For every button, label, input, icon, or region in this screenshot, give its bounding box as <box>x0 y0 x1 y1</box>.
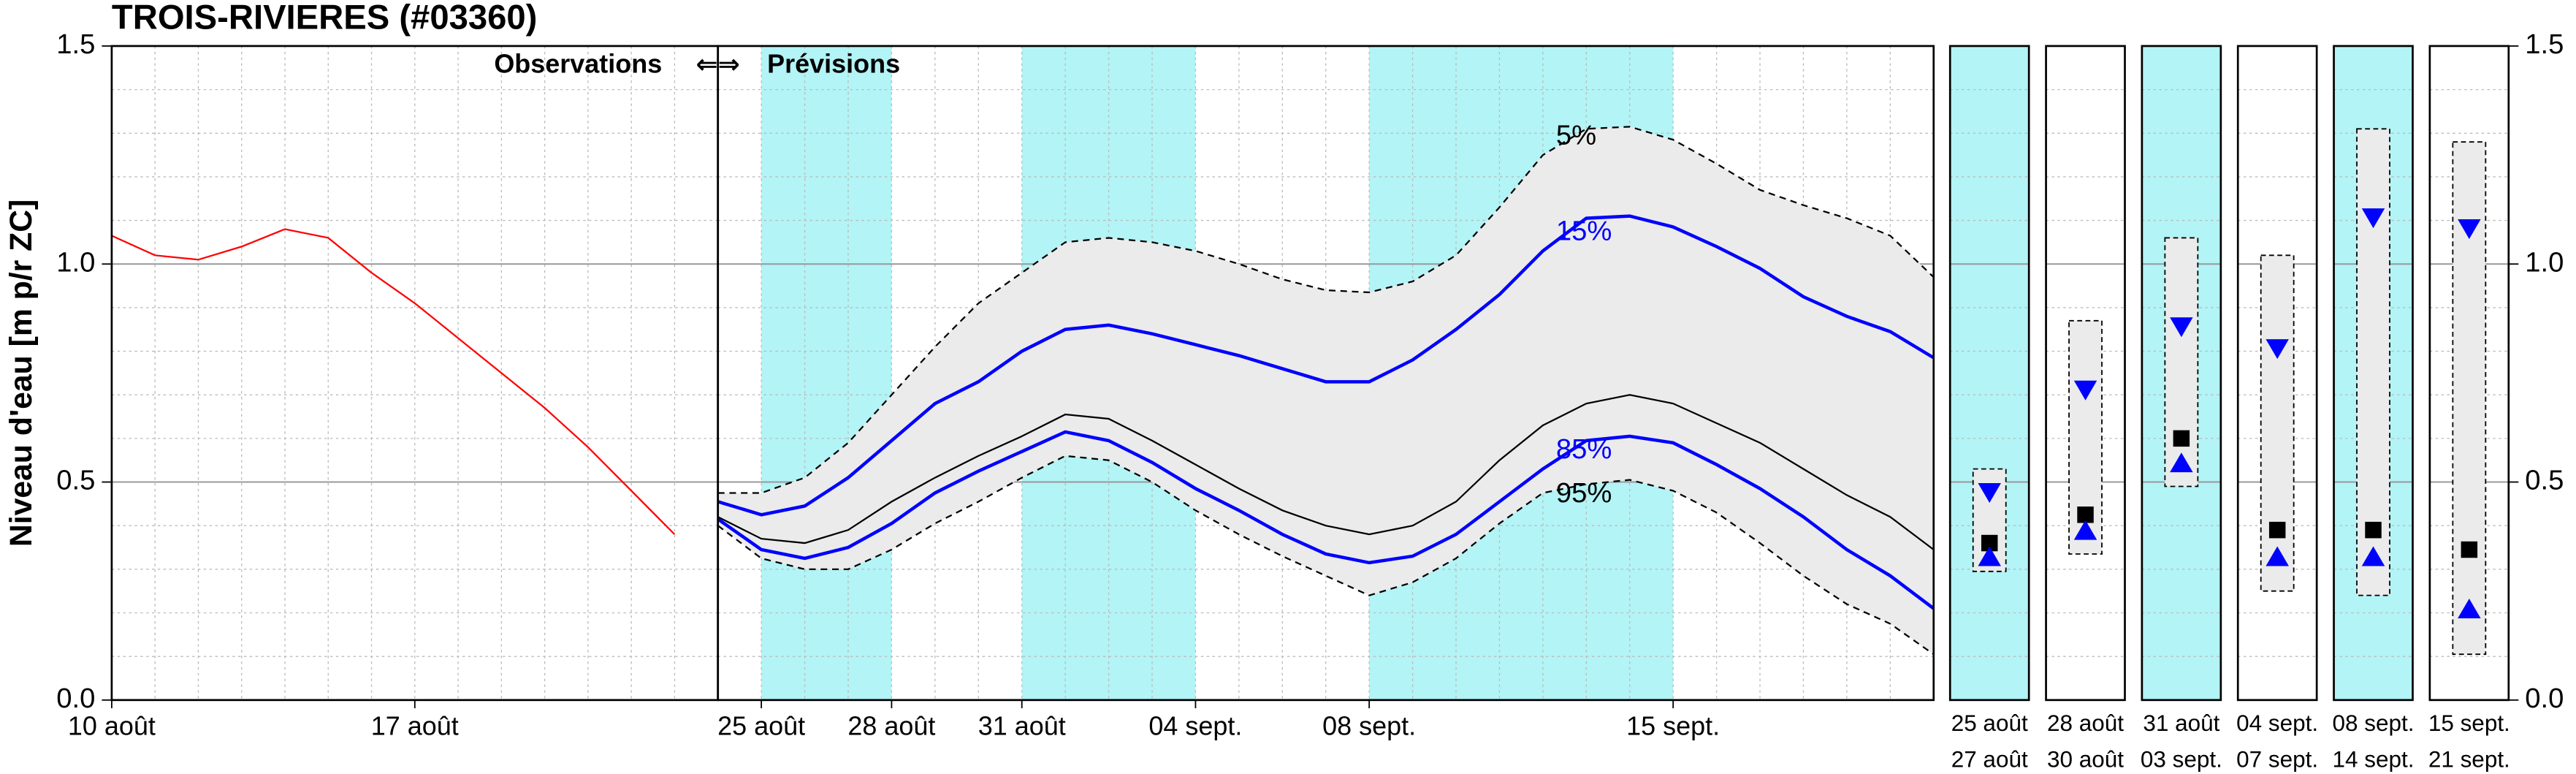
panel-frame <box>717 45 1935 702</box>
period-end: 14 sept. <box>2333 746 2415 772</box>
weekly-median <box>2268 521 2286 539</box>
weekly-range <box>2164 237 2199 487</box>
y-tick-label: 1.0 <box>2525 246 2564 278</box>
weekly-median <box>2173 430 2190 447</box>
series-line <box>111 228 676 535</box>
triangle-up <box>2073 520 2097 540</box>
triangle-down <box>2073 380 2097 401</box>
chart-title: TROIS-RIVIERES (#03360) <box>112 0 537 37</box>
series-label: 85% <box>1556 433 1612 465</box>
triangle-down <box>2266 339 2289 360</box>
triangle-down <box>2361 208 2385 229</box>
x-tick-label: 28 août <box>847 711 935 741</box>
panel-frame <box>2045 45 2126 702</box>
panel-frame <box>2428 45 2510 702</box>
series-line <box>717 430 1935 610</box>
weekly-median <box>2077 506 2094 523</box>
period-end: 21 sept. <box>2428 746 2510 772</box>
triangle-up <box>2361 546 2385 566</box>
weekly-range <box>2452 141 2487 656</box>
triangle-up <box>2170 452 2193 473</box>
weekly-median <box>2461 541 2478 558</box>
period-start: 04 sept. <box>2236 710 2318 736</box>
x-tick-label: 17 août <box>371 711 459 741</box>
triangle-down <box>1978 482 2001 503</box>
series-line <box>717 126 1935 494</box>
x-tick-label: 10 août <box>68 711 156 741</box>
x-tick-label: 31 août <box>978 711 1066 741</box>
series-line <box>717 455 1935 656</box>
panel-frame <box>2141 45 2222 702</box>
y-tick-label: 0.5 <box>56 465 95 496</box>
period-start: 31 août <box>2143 710 2219 736</box>
panel-frame <box>2333 45 2414 702</box>
x-tick-label: 04 sept. <box>1148 711 1242 741</box>
period-start: 15 sept. <box>2428 710 2510 736</box>
y-tick-label: 0.5 <box>2525 465 2564 496</box>
weekly-median <box>2365 521 2382 539</box>
triangle-down <box>2458 219 2481 240</box>
y-tick-label: 0.0 <box>2525 683 2564 714</box>
weekly-range <box>2260 254 2295 592</box>
triangle-up <box>2458 599 2481 619</box>
series-label: 5% <box>1556 119 1596 151</box>
observations-label: Observations <box>494 48 662 78</box>
y-tick-label: 1.0 <box>56 246 95 278</box>
panel-frame <box>2236 45 2318 702</box>
y-tick-label: 1.5 <box>56 29 95 60</box>
weekly-panel <box>1950 45 2030 700</box>
x-tick-label: 08 sept. <box>1322 711 1416 741</box>
y-axis-label: Niveau d'eau [m p/r ZC] <box>4 200 39 547</box>
x-tick-label: 15 sept. <box>1626 711 1720 741</box>
period-end: 30 août <box>2047 746 2124 772</box>
panel-frame <box>1948 45 2030 702</box>
period-end: 03 sept. <box>2141 746 2222 772</box>
forecast-range <box>717 126 1934 655</box>
period-start: 28 août <box>2047 710 2124 736</box>
period-end: 07 sept. <box>2236 746 2318 772</box>
series-line <box>717 394 1935 550</box>
period-end: 27 août <box>1951 746 2028 772</box>
weekly-range <box>2356 128 2390 596</box>
triangle-up <box>2266 546 2289 566</box>
series-label: 95% <box>1556 477 1612 509</box>
triangle-up <box>1978 546 2001 566</box>
forecast-label: Prévisions <box>767 48 900 78</box>
shaded-period <box>761 45 892 700</box>
triangle-down <box>2170 317 2193 338</box>
weekly-median <box>1981 534 1998 552</box>
period-start: 25 août <box>1951 710 2028 736</box>
arrows: ⇐⇒ <box>696 50 740 80</box>
y-tick-label: 1.5 <box>2525 29 2564 60</box>
series-label: 15% <box>1556 216 1612 247</box>
x-tick-label: 25 août <box>717 711 805 741</box>
series-line <box>717 214 1935 517</box>
y-tick-label: 0.0 <box>56 683 95 714</box>
period-start: 08 sept. <box>2333 710 2415 736</box>
